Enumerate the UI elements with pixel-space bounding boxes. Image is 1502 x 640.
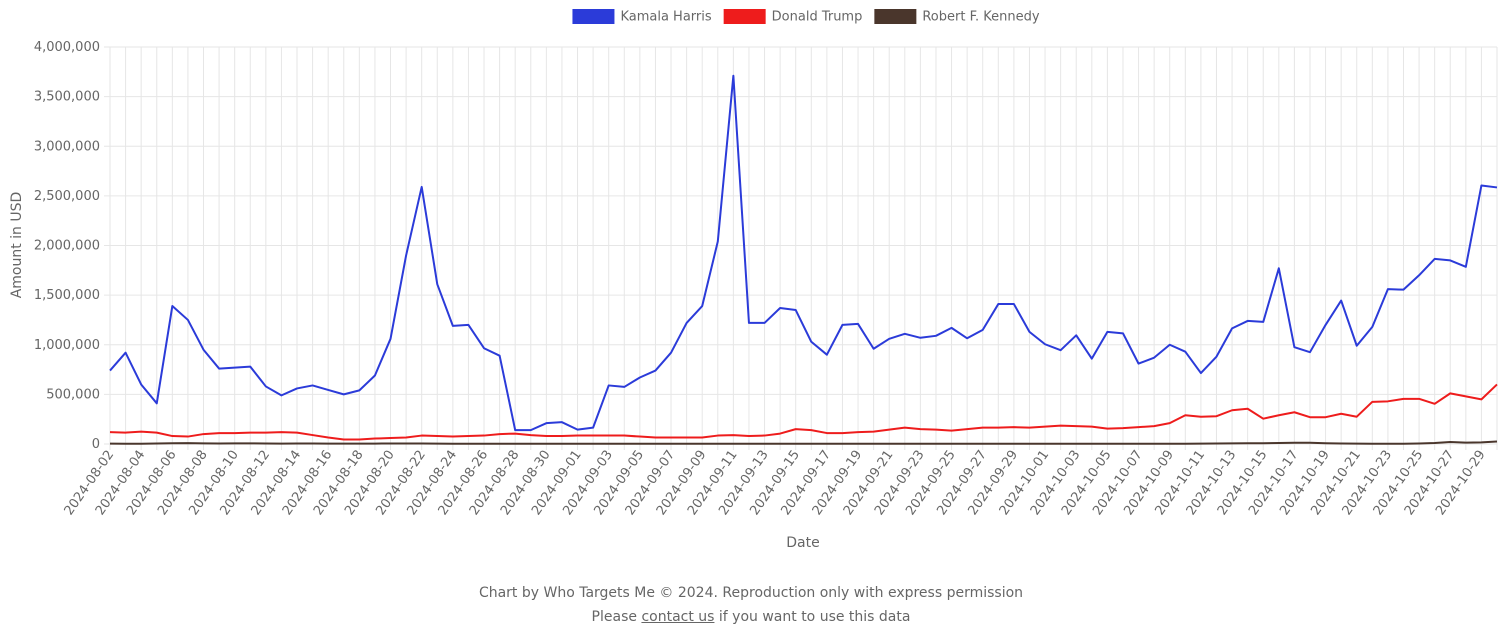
y-tick-label: 4,000,000 — [34, 40, 100, 55]
contact-line: Please contact us if you want to use thi… — [0, 609, 1502, 625]
series-line-robert-f-kennedy[interactable] — [109, 440, 1498, 445]
legend-swatch-kamala-harris[interactable] — [572, 9, 615, 24]
y-axis-title: Amount in USD — [9, 192, 25, 299]
legend-label-robert-f-kennedy[interactable]: Robert F. Kennedy — [922, 10, 1039, 25]
contact-suffix: if you want to use this data — [714, 609, 911, 625]
y-tick-label: 3,500,000 — [34, 90, 100, 105]
chart-credit: Chart by Who Targets Me © 2024. Reproduc… — [478, 585, 1024, 601]
legend-swatch-robert-f-kennedy[interactable] — [874, 9, 917, 24]
contact-us-link[interactable]: contact us — [641, 609, 715, 625]
axes: 0 500,000 1,000,000 1,500,000 2,000,000 2,500… — [34, 40, 1489, 518]
legend[interactable]: Kamala Harris Donald Trump Robert F. Kenne… — [572, 9, 1040, 25]
y-tick-label: 500,000 — [46, 387, 100, 402]
y-tick-label: 1,000,000 — [34, 338, 100, 353]
grid — [104, 46, 1498, 450]
y-tick-label: 2,500,000 — [34, 189, 100, 204]
series-line-donald-trump[interactable] — [109, 383, 1498, 441]
legend-swatch-donald-trump[interactable] — [723, 9, 766, 24]
y-tick-label: 2,000,000 — [34, 239, 100, 254]
contact-prefix: Please — [591, 609, 642, 625]
y-tick-label: 0 — [92, 437, 100, 452]
legend-label-donald-trump[interactable]: Donald Trump — [772, 10, 863, 25]
x-axis-title: Date — [786, 535, 819, 551]
y-tick-label: 1,500,000 — [34, 288, 100, 303]
line-chart: 0 500,000 1,000,000 1,500,000 2,000,000 2,500… — [9, 9, 1498, 551]
y-tick-label: 3,000,000 — [34, 139, 100, 154]
series-lines — [109, 74, 1498, 445]
legend-label-kamala-harris[interactable]: Kamala Harris — [620, 10, 711, 25]
series-line-kamala-harris[interactable] — [109, 74, 1498, 432]
